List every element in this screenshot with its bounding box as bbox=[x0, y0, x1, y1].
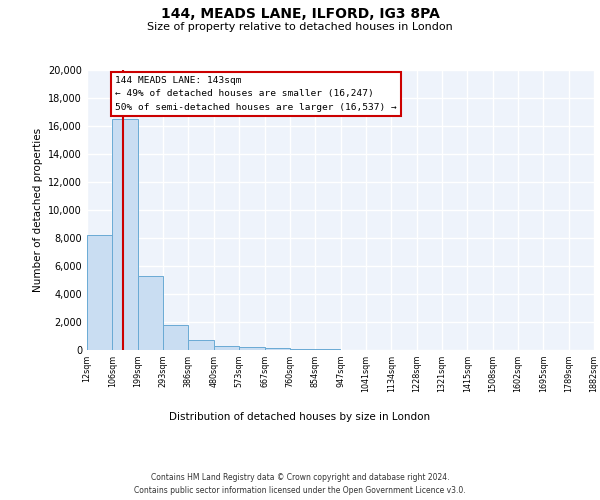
Bar bbox=[188, 340, 214, 350]
Bar bbox=[112, 119, 138, 350]
Bar bbox=[163, 325, 188, 350]
Bar bbox=[214, 346, 239, 350]
Bar bbox=[87, 235, 112, 350]
Text: 144 MEADS LANE: 143sqm
← 49% of detached houses are smaller (16,247)
50% of semi: 144 MEADS LANE: 143sqm ← 49% of detached… bbox=[115, 76, 397, 112]
Y-axis label: Number of detached properties: Number of detached properties bbox=[33, 128, 43, 292]
Bar bbox=[138, 276, 163, 350]
Text: 144, MEADS LANE, ILFORD, IG3 8PA: 144, MEADS LANE, ILFORD, IG3 8PA bbox=[161, 8, 439, 22]
Bar bbox=[290, 348, 315, 350]
Bar bbox=[239, 347, 265, 350]
Bar bbox=[265, 348, 290, 350]
Text: Size of property relative to detached houses in London: Size of property relative to detached ho… bbox=[147, 22, 453, 32]
Text: Distribution of detached houses by size in London: Distribution of detached houses by size … bbox=[169, 412, 431, 422]
Text: Contains HM Land Registry data © Crown copyright and database right 2024.
Contai: Contains HM Land Registry data © Crown c… bbox=[134, 472, 466, 494]
